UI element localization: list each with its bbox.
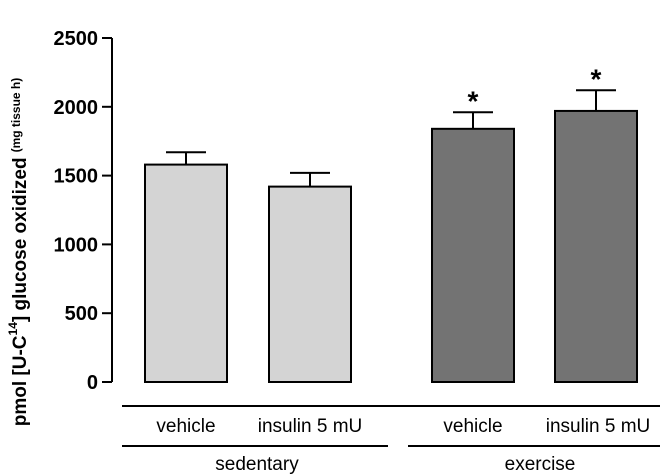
y-tick-label: 1500 [54,166,99,188]
y-axis-title-superscript: 14 [6,322,20,336]
y-axis-unit: (mg tissue h) [9,78,23,153]
y-tick-label: 2500 [54,28,99,50]
group-label: sedentary [215,454,299,475]
category-label: vehicle [156,416,215,437]
y-tick-label: 2000 [54,97,99,119]
group-label: exercise [505,454,576,475]
bar [554,109,638,383]
bar [268,185,352,383]
y-tick-label: 1000 [54,234,99,256]
significance-marker: * [468,85,479,116]
y-tick-label: 0 [87,372,98,394]
plot-area: 0 500 1000 1500 2000 2500 vehicle insulin 5 mU *… [54,28,660,475]
bar [144,163,228,383]
y-axis-title: pmol [U-C14] glucose oxidized (mg tissue … [6,78,31,427]
y-tick-label: 500 [65,303,98,325]
category-label: vehicle [443,416,502,437]
y-axis-title-rest: ] glucose oxidized [10,157,31,322]
significance-marker: * [591,63,602,94]
y-axis-label: pmol [U-C14] glucose oxidized (mg tissue … [6,78,31,427]
category-label: insulin 5 mU [546,416,651,437]
bar [431,127,515,383]
y-axis-title-main: pmol [U-C [10,335,31,426]
category-label: insulin 5 mU [258,416,363,437]
